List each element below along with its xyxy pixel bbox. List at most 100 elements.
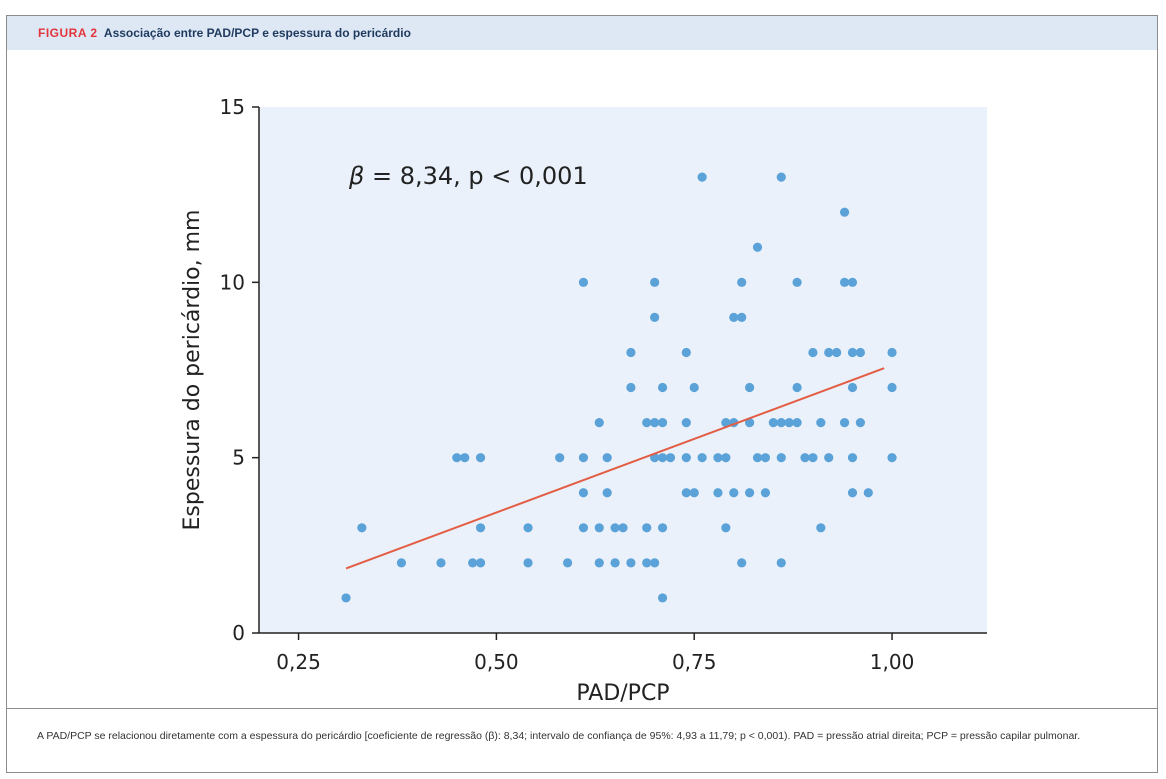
x-axis-ticks: 0,25 0,50 0,75 1,00 xyxy=(276,633,914,674)
data-point xyxy=(887,382,897,393)
data-point xyxy=(665,453,676,463)
data-point xyxy=(737,558,747,568)
data-point xyxy=(752,242,763,252)
data-point xyxy=(642,523,652,533)
data-point xyxy=(460,453,470,463)
data-point xyxy=(792,382,802,393)
data-point xyxy=(776,453,786,463)
annotation-text: = 8,34, p < 0,001 xyxy=(364,162,587,190)
beta-symbol: β xyxy=(348,162,364,190)
data-point xyxy=(816,523,826,533)
data-point xyxy=(721,523,731,533)
data-point xyxy=(357,523,367,533)
data-point xyxy=(341,593,351,603)
x-tick-label: 0,75 xyxy=(672,650,717,674)
data-point xyxy=(468,558,478,568)
data-point xyxy=(681,418,691,428)
data-point xyxy=(855,347,865,358)
data-point xyxy=(657,382,668,393)
data-point xyxy=(681,453,691,463)
data-point xyxy=(729,488,739,498)
data-point xyxy=(863,488,873,498)
data-point xyxy=(887,453,897,463)
data-point xyxy=(650,277,660,287)
data-point xyxy=(697,172,707,182)
data-point xyxy=(737,312,747,322)
data-point xyxy=(847,347,858,358)
plot-background xyxy=(259,107,987,633)
data-point xyxy=(523,558,533,568)
data-point xyxy=(832,347,842,358)
data-point xyxy=(594,523,604,533)
scatter-chart: 0,25 0,50 0,75 1,00 0 5 10 15 β = 8,34, p < 0,… xyxy=(180,95,987,706)
data-point xyxy=(824,453,834,463)
data-point xyxy=(657,418,668,428)
data-point xyxy=(594,558,604,568)
data-point xyxy=(396,558,407,568)
regression-line xyxy=(345,367,885,570)
data-point xyxy=(839,207,850,217)
data-point xyxy=(475,453,486,463)
data-point xyxy=(768,418,778,428)
data-point xyxy=(681,347,691,358)
data-point xyxy=(847,277,858,287)
figure-caption: A PAD/PCP se relacionou diretamente com … xyxy=(7,708,1157,773)
data-point xyxy=(578,277,589,287)
data-point xyxy=(729,312,739,322)
data-point xyxy=(452,453,462,463)
data-point xyxy=(776,172,786,182)
data-point xyxy=(847,382,858,393)
data-point xyxy=(657,523,668,533)
regression-annotation: β = 8,34, p < 0,001 xyxy=(348,162,588,190)
data-point xyxy=(475,523,486,533)
data-point xyxy=(626,347,636,358)
data-point xyxy=(610,558,620,568)
data-point xyxy=(626,558,636,568)
y-tick-label: 0 xyxy=(232,621,245,645)
data-point xyxy=(650,418,660,428)
data-point xyxy=(578,523,589,533)
data-point xyxy=(752,453,763,463)
data-point xyxy=(650,312,660,322)
data-point xyxy=(650,558,660,568)
data-point xyxy=(713,453,723,463)
data-point xyxy=(555,453,565,463)
data-point xyxy=(745,488,755,498)
data-point xyxy=(689,488,699,498)
figure-header: FIGURA 2 Associação entre PAD/PCP e espe… xyxy=(7,16,1157,50)
data-point xyxy=(792,277,802,287)
data-point xyxy=(745,418,755,428)
data-point xyxy=(642,418,652,428)
x-tick-label: 0,50 xyxy=(474,650,519,674)
data-point xyxy=(847,488,858,498)
data-point xyxy=(839,418,850,428)
y-tick-label: 15 xyxy=(220,95,245,119)
data-point xyxy=(721,418,731,428)
data-point xyxy=(745,382,755,393)
data-point xyxy=(760,488,771,498)
chart-area: 0,25 0,50 0,75 1,00 0 5 10 15 β = 8,34, p < 0,… xyxy=(7,50,1157,708)
data-point xyxy=(792,418,802,428)
data-point xyxy=(626,382,636,393)
data-point xyxy=(776,418,786,428)
data-point xyxy=(808,453,818,463)
data-point xyxy=(697,453,707,463)
data-point xyxy=(602,488,612,498)
data-point xyxy=(436,558,446,568)
data-point xyxy=(760,453,771,463)
data-point xyxy=(887,347,897,358)
y-axis-ticks: 0 5 10 15 xyxy=(220,95,259,645)
data-point xyxy=(642,558,652,568)
data-point xyxy=(816,418,826,428)
data-point xyxy=(776,558,786,568)
data-point xyxy=(681,488,691,498)
data-point xyxy=(800,453,810,463)
data-point xyxy=(847,453,858,463)
data-point xyxy=(475,558,486,568)
data-point xyxy=(689,382,699,393)
figure-label: FIGURA 2 xyxy=(38,26,98,40)
data-point xyxy=(808,347,818,358)
y-axis-label: Espessura do pericárdio, mm xyxy=(180,210,205,531)
x-tick-label: 1,00 xyxy=(870,650,915,674)
figure-title: Associação entre PAD/PCP e espessura do … xyxy=(103,26,411,40)
